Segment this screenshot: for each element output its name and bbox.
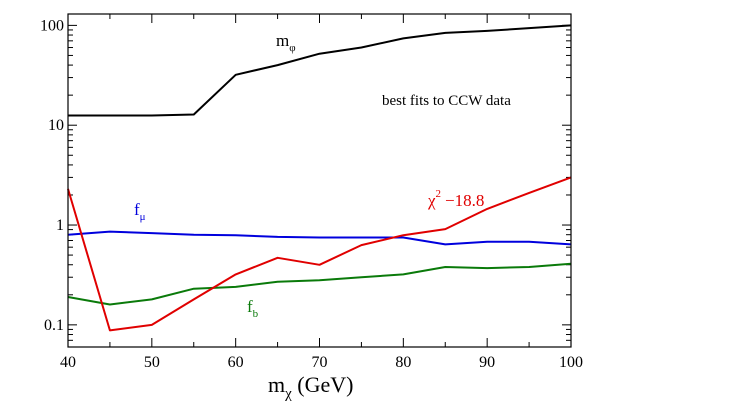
series-label-f_mu: fμ (134, 200, 146, 223)
y-tick-label: 10 (48, 117, 64, 134)
x-axis-label: mχ (GeV) (268, 372, 354, 402)
series-line-chi2 (67, 176, 572, 332)
x-axis-label-sub: χ (284, 386, 292, 402)
x-tick-label: 70 (312, 354, 328, 371)
x-tick-label: 90 (479, 354, 495, 371)
series-label-sub: φ (289, 42, 295, 54)
x-tick-label: 40 (60, 354, 76, 371)
series-label-m_phi: mφ (276, 31, 296, 54)
y-tick-label: 1 (56, 217, 64, 234)
series-line-f_b (67, 262, 572, 306)
series-label-f_b: fb (247, 297, 259, 320)
series-label-chi2: χ2 −18.8 (427, 188, 484, 210)
plot-frame (67, 13, 572, 348)
y-tick-label: 0.1 (44, 317, 64, 334)
series-layer (67, 24, 572, 332)
x-axis-label-rest: (GeV) (292, 372, 354, 397)
series-label-sup: 2 (436, 188, 442, 200)
series-label-main: χ (427, 191, 436, 210)
annotation-best-fits: best fits to CCW data (382, 93, 511, 109)
axis-ticks (67, 14, 572, 348)
series-label-sub: b (253, 308, 259, 320)
series-label-main: m (276, 31, 289, 50)
series-label-sub: μ (140, 211, 146, 223)
series-line-m_phi (68, 24, 572, 117)
series-label-main: f (247, 297, 253, 316)
x-tick-label: 80 (395, 354, 411, 371)
series-label-main: f (134, 200, 140, 219)
x-axis-label-main: m (268, 372, 285, 397)
x-tick-label: 100 (559, 354, 583, 371)
series-line-f_mu (67, 230, 572, 246)
series-label-rest: −18.8 (445, 191, 484, 210)
x-tick-label: 60 (228, 354, 244, 371)
x-tick-label: 50 (144, 354, 160, 371)
y-tick-label: 100 (40, 17, 64, 34)
